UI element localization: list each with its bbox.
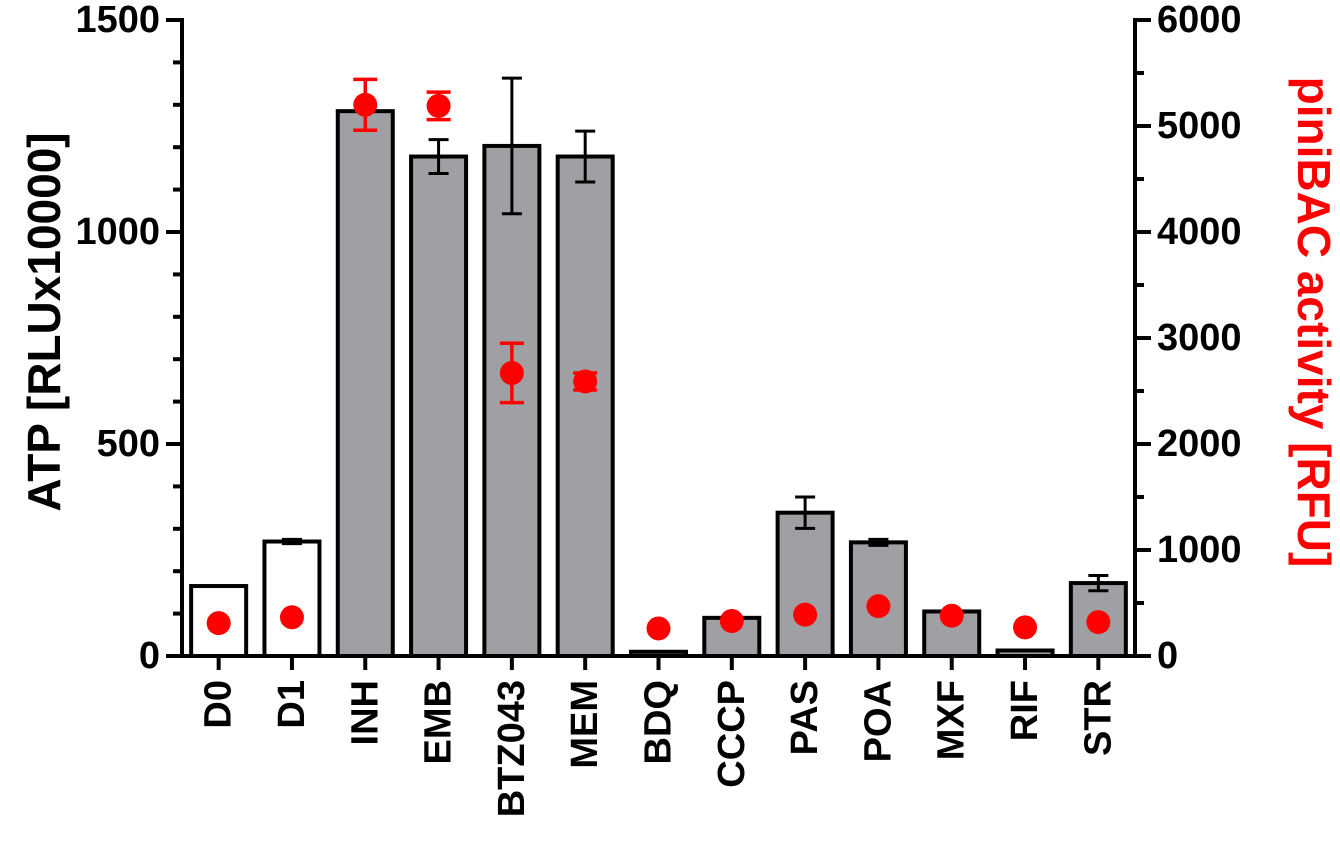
category-label-inh: INH — [344, 680, 386, 745]
points-layer — [206, 77, 1111, 641]
bar-d1 — [262, 539, 322, 659]
bars-layer — [189, 76, 1128, 659]
point-str — [1086, 610, 1111, 635]
axes-layer — [166, 18, 1151, 670]
left-tick-label: 500 — [97, 423, 160, 465]
right-tick-label: 4000 — [1157, 211, 1242, 253]
right-tick-label: 1000 — [1157, 529, 1242, 571]
bar-error-btz043 — [501, 76, 522, 216]
category-label-btz043: BTZ043 — [491, 680, 533, 817]
bar-error-emb — [428, 138, 449, 175]
labels-layer: 0 500 1000 1500 0 1000 2000 3000 4000 5000 6000 D0 D… — [75, 0, 1241, 817]
category-label-pas: PAS — [784, 680, 826, 755]
right-axis-title: piniBAC activity [RFU] — [1288, 77, 1340, 568]
point-d1 — [279, 605, 304, 630]
bar-error-pas — [795, 495, 816, 530]
point-rif — [1013, 615, 1038, 640]
point-bdq — [646, 616, 671, 641]
bar-error-d1 — [281, 537, 302, 546]
left-tick-label: 1000 — [75, 211, 160, 253]
point-mem — [573, 369, 598, 394]
right-tick-label: 2000 — [1157, 423, 1242, 465]
bar-pas — [775, 510, 835, 658]
category-label-emb: EMB — [418, 680, 460, 764]
category-label-d1: D1 — [271, 680, 313, 729]
left-tick-label: 0 — [139, 635, 160, 677]
right-tick-label: 3000 — [1157, 317, 1242, 359]
category-label-rif: RIF — [1004, 680, 1046, 741]
point-btz043 — [499, 360, 524, 385]
bar-error-poa — [868, 537, 889, 547]
category-label-d0: D0 — [198, 680, 240, 729]
point-cccp — [719, 609, 744, 634]
point-pas — [793, 602, 818, 627]
point-poa — [866, 594, 891, 619]
point-inh — [353, 92, 378, 117]
point-d0 — [206, 611, 231, 636]
right-tick-label: 6000 — [1157, 0, 1242, 41]
right-tick-label: 0 — [1157, 635, 1178, 677]
category-label-poa: POA — [857, 680, 899, 762]
left-tick-label: 1500 — [75, 0, 160, 41]
bar-inh — [335, 109, 395, 659]
point-mxf — [939, 603, 964, 628]
point-emb — [426, 93, 451, 118]
left-axis-title: ATP [RLUx10000] — [18, 132, 70, 511]
bar-emb — [409, 154, 469, 658]
category-label-str: STR — [1077, 680, 1119, 756]
category-label-mxf: MXF — [931, 680, 973, 760]
bar-mem — [555, 154, 615, 658]
bar-error-str — [1088, 573, 1109, 593]
right-tick-label: 5000 — [1157, 105, 1242, 147]
category-label-bdq: BDQ — [638, 680, 680, 764]
category-label-mem: MEM — [564, 680, 606, 769]
category-label-cccp: CCCP — [711, 680, 753, 788]
bar-error-mem — [575, 129, 596, 184]
